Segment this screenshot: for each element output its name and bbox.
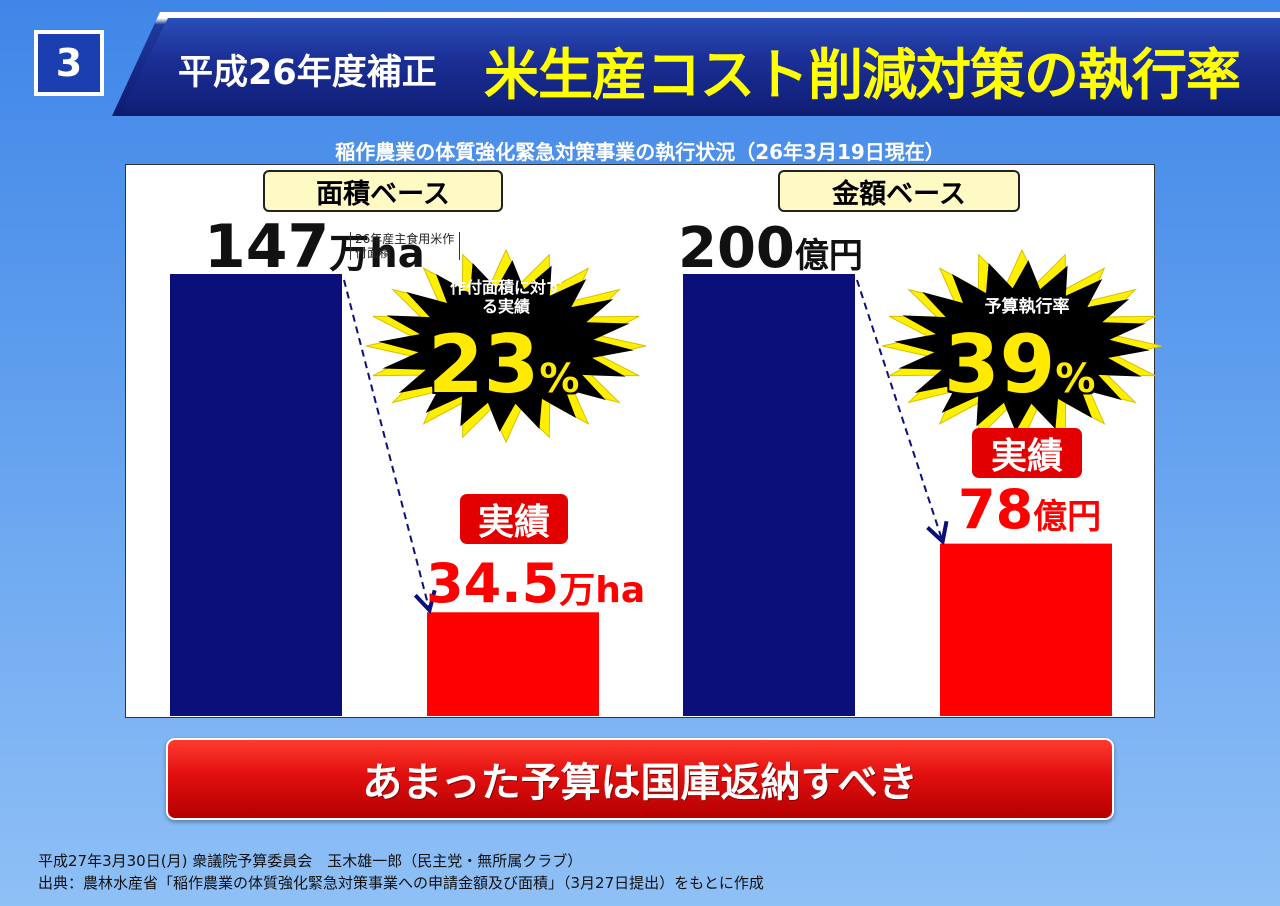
chart-caption: 稲作農業の体質強化緊急対策事業の執行状況（26年3月19日現在） xyxy=(335,140,945,164)
burst-caption-amount: 予算執行率 xyxy=(984,297,1070,317)
value-number: 200 xyxy=(678,216,795,281)
cta-banner: あまった予算は国庫返納すべき xyxy=(166,738,1114,820)
burst-caption-area: 作付面積に対する実績 xyxy=(449,278,562,316)
burst-inner xyxy=(378,260,634,432)
footer-line-1: 平成27年3月30日(月) 衆議院予算委員会 玉木雄一郎（民主党・無所属クラブ） xyxy=(38,852,583,870)
area-note: 26年産主食用米作付面積 xyxy=(350,232,460,260)
group-label-amount: 金額ベース xyxy=(778,170,1020,212)
value-unit: 億円 xyxy=(1033,497,1102,537)
value-label-area-total: 147万ha xyxy=(204,212,425,282)
group-label-area: 面積ベース xyxy=(263,170,503,212)
value-number: 78 xyxy=(958,478,1034,541)
bar-result xyxy=(940,543,1112,716)
value-unit: 万ha xyxy=(559,570,646,611)
header-subtitle: 平成26年度補正 xyxy=(178,53,437,93)
burst-unit: % xyxy=(1055,356,1096,402)
value-label-amount-total: 200億円 xyxy=(678,216,863,281)
value-number: 147 xyxy=(204,212,330,282)
value-label-amount-result: 78億円 xyxy=(958,478,1101,541)
footer-line-2: 出典：農林水産省「稲作農業の体質強化緊急対策事業への申請金額及び面積」（3月27… xyxy=(38,874,764,892)
value-label-area-result: 34.5万ha xyxy=(426,552,645,615)
burst-value-amount: 39% xyxy=(944,318,1095,411)
burst-inner xyxy=(894,260,1150,432)
header-title: 米生産コスト削減対策の執行率 xyxy=(484,43,1241,107)
dashed-arrow xyxy=(856,279,942,540)
dashed-arrow xyxy=(343,279,429,608)
result-badge-amount: 実績 xyxy=(972,428,1082,478)
bar-result xyxy=(427,612,599,716)
header-band-inner xyxy=(122,18,1280,110)
bar-total xyxy=(170,274,342,716)
value-number: 34.5 xyxy=(426,552,560,615)
bar-total xyxy=(683,274,855,716)
slide-number: 3 xyxy=(34,30,104,96)
value-unit: 万ha xyxy=(329,231,425,277)
burst-number: 39 xyxy=(944,318,1056,411)
result-badge-area: 実績 xyxy=(460,494,568,544)
burst-number: 23 xyxy=(428,318,540,411)
burst-value-area: 23% xyxy=(428,318,579,411)
burst-unit: % xyxy=(539,356,580,402)
value-unit: 億円 xyxy=(794,236,863,276)
